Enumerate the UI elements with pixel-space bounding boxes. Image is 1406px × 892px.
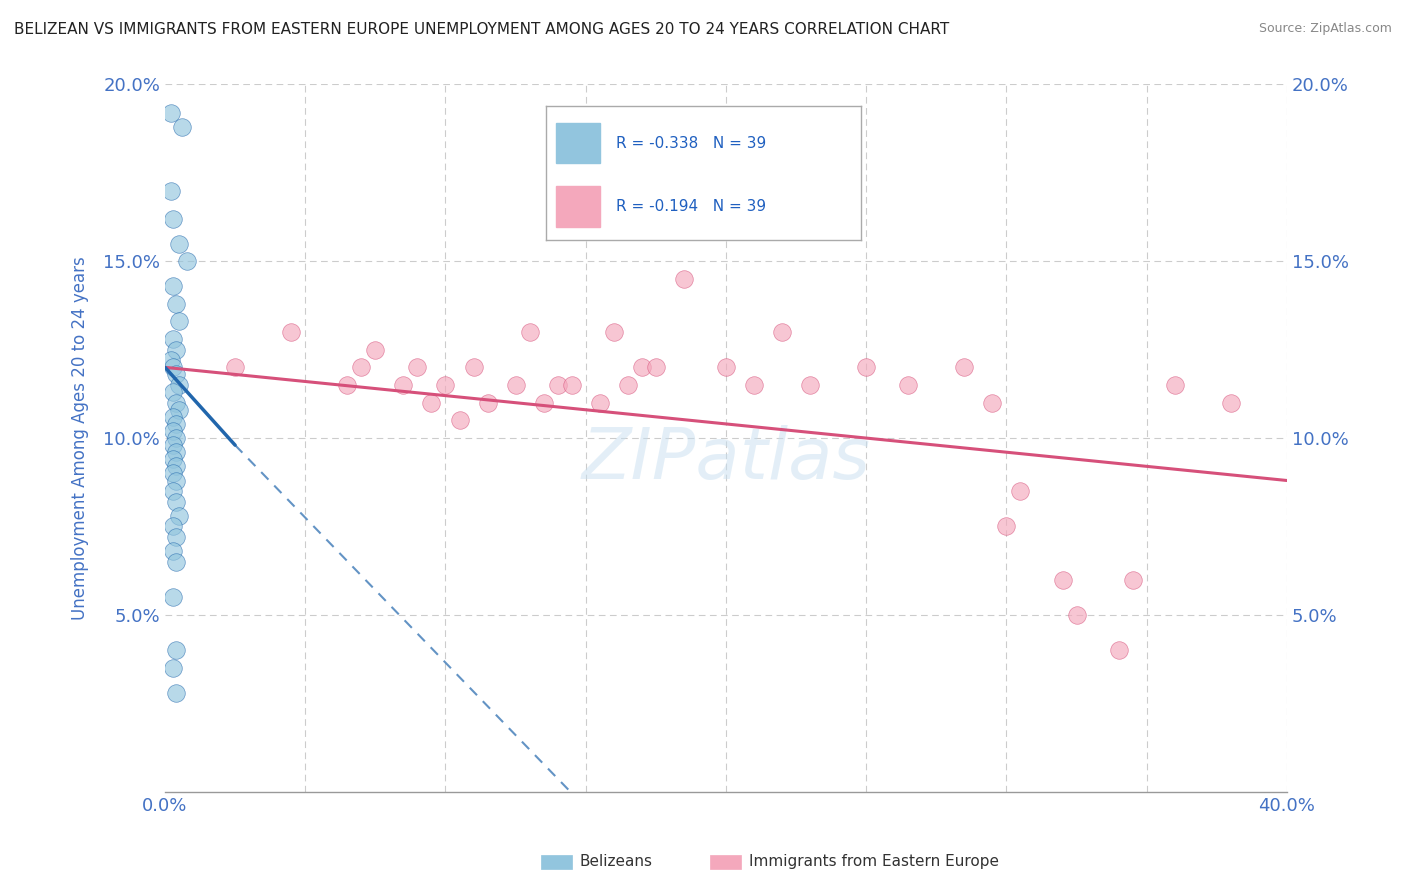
Point (165, 395, 187, 409)
Point (392, 378, 415, 392)
Text: Immigrants from Eastern Europe: Immigrants from Eastern Europe (749, 855, 1000, 869)
Point (170, 120, 193, 134)
Point (547, 378, 569, 392)
Point (162, 332, 184, 346)
Point (672, 272, 695, 286)
Point (280, 325, 302, 339)
Point (165, 445, 187, 459)
Point (162, 438, 184, 452)
Text: Belizeans: Belizeans (579, 855, 652, 869)
Point (162, 544, 184, 558)
Point (742, 378, 765, 392)
Point (644, 360, 666, 375)
Point (477, 395, 499, 409)
Point (505, 378, 527, 392)
Point (165, 296, 187, 310)
Point (981, 395, 1004, 409)
Point (336, 378, 359, 392)
Point (165, 555, 187, 569)
Point (165, 494, 187, 508)
Point (449, 413, 471, 427)
Point (770, 325, 793, 339)
Point (1066, 607, 1088, 622)
Point (714, 360, 737, 375)
Point (364, 343, 387, 357)
Point (224, 360, 246, 375)
Point (1122, 573, 1144, 587)
Point (162, 591, 184, 605)
Point (799, 378, 821, 392)
Point (159, 105, 181, 120)
Point (1164, 378, 1187, 392)
Point (162, 467, 184, 481)
Point (165, 459, 187, 474)
Point (162, 452, 184, 467)
Point (1108, 643, 1130, 657)
Point (159, 353, 181, 368)
Point (1052, 573, 1074, 587)
Point (162, 385, 184, 400)
Point (617, 378, 640, 392)
Point (167, 236, 190, 251)
Point (165, 431, 187, 445)
Point (519, 325, 541, 339)
Point (420, 395, 443, 409)
Point (165, 643, 187, 657)
Text: Source: ZipAtlas.com: Source: ZipAtlas.com (1258, 22, 1392, 36)
Point (995, 519, 1018, 533)
Point (162, 211, 184, 226)
Point (167, 314, 190, 328)
Point (159, 184, 181, 198)
Point (165, 474, 187, 488)
Point (897, 378, 920, 392)
Point (603, 325, 626, 339)
Point (162, 424, 184, 438)
Point (953, 360, 976, 375)
Y-axis label: Unemployment Among Ages 20 to 24 years: Unemployment Among Ages 20 to 24 years (72, 256, 89, 620)
Point (406, 360, 429, 375)
Point (165, 530, 187, 544)
Point (176, 254, 198, 268)
Text: BELIZEAN VS IMMIGRANTS FROM EASTERN EUROPE UNEMPLOYMENT AMONG AGES 20 TO 24 YEAR: BELIZEAN VS IMMIGRANTS FROM EASTERN EURO… (14, 22, 949, 37)
Point (630, 360, 652, 375)
Point (165, 343, 187, 357)
Point (162, 484, 184, 499)
Point (561, 378, 583, 392)
Text: ZIPatlas: ZIPatlas (582, 425, 870, 494)
Point (167, 508, 190, 523)
Point (162, 661, 184, 675)
Point (162, 279, 184, 293)
Point (162, 360, 184, 375)
Point (350, 360, 373, 375)
Point (165, 368, 187, 382)
Point (1010, 484, 1032, 499)
Point (1219, 395, 1241, 409)
Point (589, 395, 612, 409)
Point (162, 409, 184, 424)
Point (533, 395, 555, 409)
Point (167, 402, 190, 417)
Point (167, 378, 190, 392)
Point (855, 360, 877, 375)
Point (463, 360, 485, 375)
Point (434, 378, 457, 392)
Point (165, 686, 187, 700)
Point (165, 417, 187, 431)
Point (162, 519, 184, 533)
